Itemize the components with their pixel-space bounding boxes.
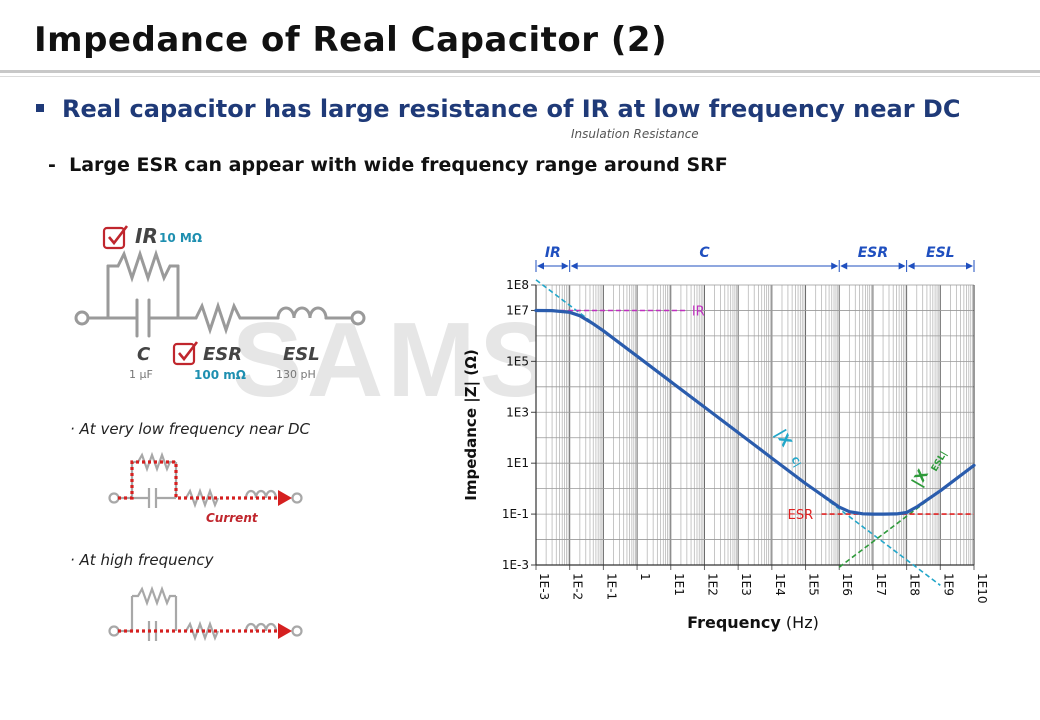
x-tick-label: 1E2: [705, 573, 719, 596]
insulation-resistance-note: Insulation Resistance: [571, 127, 699, 141]
x-tick-label: 1E7: [874, 573, 888, 596]
x-axis-label-bold: Frequency: [687, 613, 781, 632]
region-label: IR: [545, 245, 561, 261]
main-bullet-text: Real capacitor has large resistance of I…: [62, 95, 961, 123]
region-arrow-head-left-icon: [537, 262, 544, 270]
y-tick-label: 1E7: [506, 303, 529, 317]
title-divider-thin: [0, 76, 1040, 77]
y-tick-label: 1E-3: [502, 558, 529, 572]
xc-annotation-sub: C|: [788, 456, 802, 470]
esr-annotation: ESR: [788, 508, 814, 523]
x-axis-label: Frequency (Hz): [687, 613, 819, 632]
region-arrow-head-right-icon: [561, 262, 569, 270]
x-tick-label: 1E-2: [571, 573, 585, 600]
sub-bullet-dash: -: [48, 154, 56, 176]
x-tick-label: 1E9: [941, 573, 955, 596]
x-tick-label: 1E5: [807, 573, 821, 596]
y-tick-label: 1E1: [506, 456, 529, 470]
x-tick-label: 1E10: [975, 573, 989, 604]
x-tick-label: 1: [638, 573, 652, 581]
x-tick-label: 1E1: [672, 573, 686, 596]
x-tick-label: 1E4: [773, 573, 787, 596]
x-axis-label-unit: (Hz): [781, 613, 819, 632]
region-arrow-head-right-icon: [966, 262, 973, 270]
y-tick-label: 1E5: [506, 354, 529, 368]
x-tick-label: 1E-3: [537, 573, 551, 600]
region-arrow-head-left-icon: [570, 262, 578, 270]
y-tick-label: 1E-1: [502, 507, 529, 521]
x-tick-label: 1E3: [739, 573, 753, 596]
region-arrow-head-left-icon: [907, 262, 915, 270]
region-arrow-head-left-icon: [840, 262, 848, 270]
region-label: ESR: [858, 245, 888, 261]
y-axis-label: Impedance |Z| (Ω): [462, 349, 481, 500]
region-label: C: [699, 245, 710, 261]
y-tick-label: 1E8: [506, 278, 529, 292]
x-tick-label: 1E8: [908, 573, 922, 596]
ir-annotation: IR: [692, 304, 705, 319]
region-arrow-head-right-icon: [898, 262, 906, 270]
sub-bullet-text: - Large ESR can appear with wide frequen…: [48, 154, 728, 176]
x-tick-label: 1E-1: [604, 573, 618, 600]
sub-bullet-label: Large ESR can appear with wide frequency…: [69, 154, 728, 176]
page-title: Impedance of Real Capacitor (2): [34, 20, 668, 60]
bullet-square-icon: [36, 104, 44, 112]
impedance-curve: [534, 308, 976, 516]
region-arrow-head-right-icon: [831, 262, 839, 270]
region-label: ESL: [926, 245, 955, 261]
y-tick-label: 1E3: [506, 405, 529, 419]
x-tick-label: 1E6: [840, 573, 854, 596]
title-divider: [0, 70, 1040, 73]
